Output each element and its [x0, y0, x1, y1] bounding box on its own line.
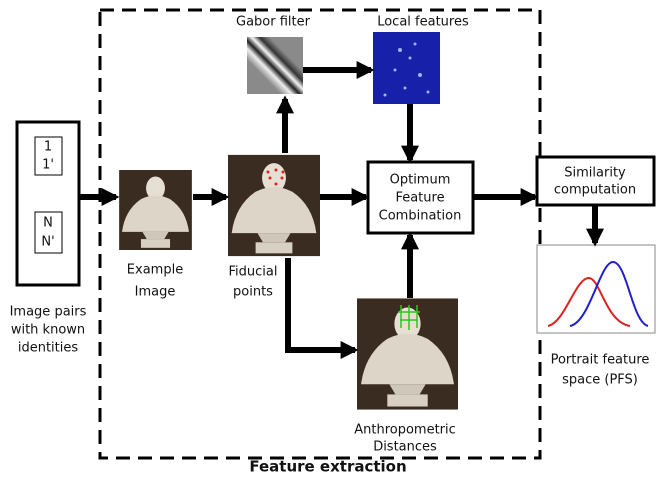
anthropometric-label: Distances [373, 440, 437, 455]
pfs-label: space (PFS) [562, 373, 638, 388]
diagram: Feature extraction 1 1' N N' Image pairs… [0, 0, 668, 479]
example-label: Example [127, 263, 183, 278]
pfs-label: Portrait feature [551, 353, 650, 368]
feature-extraction-label: Feature extraction [249, 458, 406, 476]
input-caption: identities [18, 341, 79, 356]
anthropometric-image [357, 298, 458, 409]
combination-label: Feature [395, 191, 444, 206]
pair-label: N [43, 216, 53, 231]
input-caption: Image pairs [10, 305, 87, 320]
anthropometric-label: Anthropometric [354, 423, 456, 438]
page: {"title": "Feature extraction", "input":… [0, 0, 668, 479]
fiducial-image [228, 155, 320, 256]
pair-label: N' [41, 235, 54, 250]
gabor-label: Gabor filter [236, 15, 311, 30]
local-features-label: Local features [377, 15, 469, 30]
anthropometric-lines [398, 305, 420, 330]
fiducial-label: points [233, 285, 273, 300]
combination-label: Combination [379, 209, 462, 224]
pair-label: 1' [42, 158, 54, 173]
similarity-label: Similarity [564, 166, 626, 181]
gabor-image [247, 37, 303, 94]
input-caption: with known [11, 323, 85, 338]
pair-label: 1 [44, 140, 52, 155]
similarity-box [537, 157, 654, 205]
arrow [288, 258, 355, 350]
fiducial-label: Fiducial [229, 265, 278, 280]
combination-label: Optimum [390, 173, 451, 188]
local-features-image [373, 32, 440, 104]
similarity-label: computation [554, 183, 636, 198]
example-image [119, 170, 192, 250]
example-label: Image [135, 285, 176, 300]
